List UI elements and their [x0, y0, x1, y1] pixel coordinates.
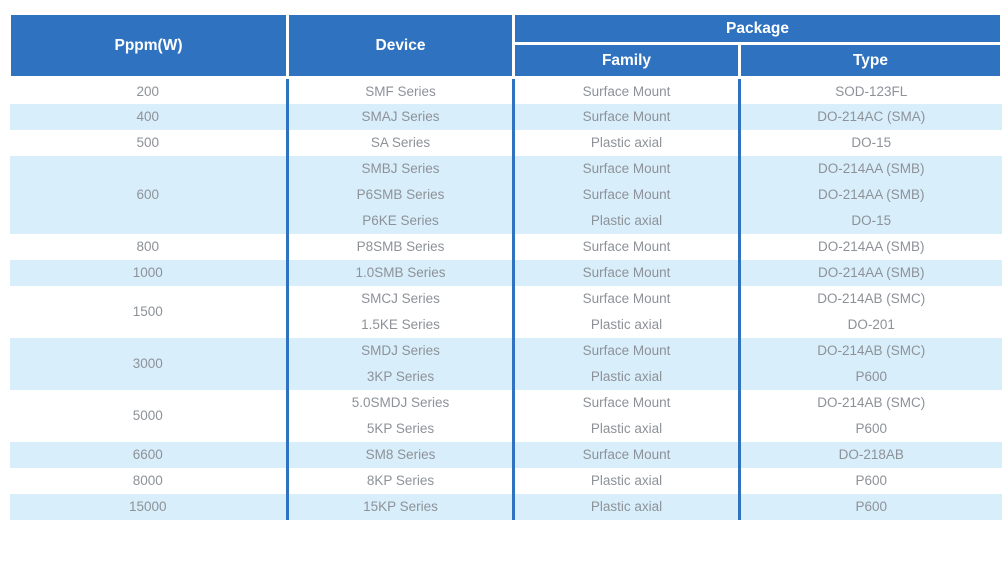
table-row: P6KE Series Plastic axial DO-15 [10, 207, 1002, 234]
header-power: Pppm(W) [8, 12, 289, 79]
cell-type: DO-214AB (SMC) [737, 389, 1002, 416]
cell-type: DO-201 [737, 311, 1002, 338]
cell-device: 5KP Series [286, 415, 514, 442]
table-row: 15000 15KP Series Plastic axial P600 [9, 493, 1002, 520]
cell-type: DO-15 [737, 207, 1002, 234]
cell-device: SM8 Series [286, 441, 514, 468]
table-row: 1000 1.0SMB Series Surface Mount DO-214A… [9, 259, 1002, 286]
table-row: 6600 SM8 Series Surface Mount DO-218AB [9, 441, 1002, 468]
cell-family: Surface Mount [512, 285, 740, 312]
table-row: 5KP Series Plastic axial P600 [10, 415, 1002, 442]
cell-type: DO-218AB [737, 441, 1002, 468]
cell-power: 1500 [9, 285, 288, 338]
table-row: 400 SMAJ Series Surface Mount DO-214AC (… [9, 103, 1002, 130]
cell-family: Surface Mount [512, 233, 740, 260]
cell-type: DO-214AA (SMB) [737, 259, 1002, 286]
cell-type: DO-214AA (SMB) [737, 233, 1002, 260]
cell-family: Surface Mount [512, 155, 740, 182]
cell-device: 1.0SMB Series [286, 259, 514, 286]
header-device: Device [286, 12, 515, 79]
header-row-top: Pppm(W) Device Package [8, 12, 1004, 79]
cell-family: Surface Mount [512, 259, 740, 286]
cell-power: 400 [9, 103, 288, 130]
cell-device: 1.5KE Series [286, 311, 514, 338]
cell-power: 500 [9, 129, 288, 156]
cell-family: Plastic axial [512, 363, 740, 390]
cell-type: DO-214AB (SMC) [737, 285, 1002, 312]
cell-type: P600 [737, 493, 1002, 520]
cell-power: 3000 [9, 337, 288, 390]
cell-family: Surface Mount [512, 103, 740, 130]
header-type: Type [737, 42, 1004, 79]
cell-type: DO-214AA (SMB) [737, 155, 1002, 182]
cell-type: DO-214AA (SMB) [737, 181, 1002, 208]
cell-family: Surface Mount [512, 389, 740, 416]
cell-family: Surface Mount [512, 441, 740, 468]
cell-type: P600 [737, 363, 1002, 390]
table-row: 3KP Series Plastic axial P600 [10, 363, 1002, 390]
table-header: Pppm(W) Device Package Family Type [8, 12, 1004, 79]
cell-device: SMF Series [286, 77, 514, 104]
cell-power: 6600 [9, 441, 288, 468]
cell-power: 1000 [9, 259, 288, 286]
cell-power: 5000 [9, 389, 288, 442]
table-row: 500 SA Series Plastic axial DO-15 [9, 129, 1002, 156]
cell-type: P600 [737, 467, 1002, 494]
package-selection-table: Pppm(W) Device Package Family Type 200 S… [8, 12, 1004, 520]
cell-type: SOD-123FL [737, 77, 1002, 104]
cell-power: 8000 [9, 467, 288, 494]
table-row: 800 P8SMB Series Surface Mount DO-214AA … [9, 233, 1002, 260]
cell-type: P600 [737, 415, 1002, 442]
cell-family: Surface Mount [512, 181, 740, 208]
table-row: 1.5KE Series Plastic axial DO-201 [10, 311, 1002, 338]
cell-device: SMCJ Series [286, 285, 514, 312]
table-row: 3000 SMDJ Series Surface Mount DO-214AB … [9, 337, 1002, 390]
table-row: 600 SMBJ Series Surface Mount DO-214AA (… [9, 155, 1002, 234]
cell-family: Plastic axial [512, 311, 740, 338]
cell-device: P6KE Series [286, 207, 514, 234]
cell-device: 15KP Series [286, 493, 514, 520]
cell-family: Plastic axial [512, 493, 740, 520]
cell-family: Surface Mount [512, 337, 740, 364]
cell-device: SA Series [286, 129, 514, 156]
header-package: Package [511, 12, 1004, 45]
cell-device: SMAJ Series [286, 103, 514, 130]
table-row: P6SMB Series Surface Mount DO-214AA (SMB… [10, 181, 1002, 208]
table-row: 8000 8KP Series Plastic axial P600 [9, 467, 1002, 494]
cell-device: P6SMB Series [286, 181, 514, 208]
cell-device: SMDJ Series [286, 337, 514, 364]
table-row: 200 SMF Series Surface Mount SOD-123FL [9, 77, 1002, 104]
table-body: 200 SMF Series Surface Mount SOD-123FL 4… [9, 77, 1002, 520]
table-row: 5000 5.0SMDJ Series Surface Mount DO-214… [9, 389, 1002, 442]
cell-family: Plastic axial [512, 207, 740, 234]
cell-device: 3KP Series [286, 363, 514, 390]
cell-family: Surface Mount [512, 77, 740, 104]
table-row: 1500 SMCJ Series Surface Mount DO-214AB … [9, 285, 1002, 338]
cell-power: 200 [9, 77, 288, 104]
cell-type: DO-214AC (SMA) [737, 103, 1002, 130]
cell-power: 800 [9, 233, 288, 260]
cell-device: 5.0SMDJ Series [286, 389, 514, 416]
cell-device: SMBJ Series [286, 155, 514, 182]
cell-device: P8SMB Series [286, 233, 514, 260]
header-family: Family [512, 42, 741, 79]
cell-family: Plastic axial [512, 415, 740, 442]
cell-power: 600 [9, 155, 288, 234]
cell-family: Plastic axial [512, 129, 740, 156]
cell-device: 8KP Series [286, 467, 514, 494]
cell-type: DO-15 [737, 129, 1002, 156]
cell-type: DO-214AB (SMC) [737, 337, 1002, 364]
cell-family: Plastic axial [512, 467, 740, 494]
cell-power: 15000 [9, 493, 288, 520]
header-row-bottom: Family Type [10, 42, 1004, 79]
